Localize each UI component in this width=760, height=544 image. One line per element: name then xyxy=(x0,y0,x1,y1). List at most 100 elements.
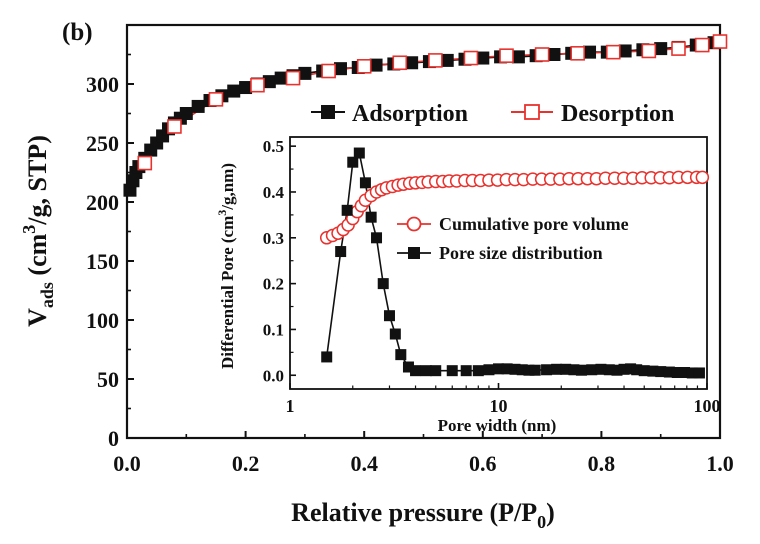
inset-y-tick-label: 0.3 xyxy=(263,229,284,248)
legend-marker-cumulative xyxy=(397,216,431,232)
adsorption-point xyxy=(476,51,490,65)
pore-size-point xyxy=(341,204,353,216)
inset-y-tick-label: 0.2 xyxy=(263,275,284,294)
legend-marker-desorption xyxy=(511,104,553,120)
main-y-tick-label: 300 xyxy=(86,72,119,97)
pore-size-point xyxy=(395,349,407,361)
pore-size-point xyxy=(693,367,705,379)
pore-size-point xyxy=(618,363,630,375)
desorption-point xyxy=(285,70,301,86)
inset-x-tick-label: 100 xyxy=(694,396,721,416)
pore-size-point xyxy=(541,364,553,376)
legend-marker-pore-size xyxy=(397,247,431,259)
pore-size-point xyxy=(516,364,528,376)
pore-size-point xyxy=(430,365,442,377)
inset-x-tick-label: 10 xyxy=(490,396,508,416)
pore-size-point xyxy=(523,364,535,376)
pore-size-point xyxy=(663,366,675,378)
pore-size-point xyxy=(655,366,667,378)
pore-size-point xyxy=(611,364,623,376)
pore-size-point xyxy=(603,364,615,376)
pore-size-point xyxy=(389,328,401,340)
main-x-tick-label: 0.6 xyxy=(469,451,497,476)
inset-y-tick-label: 0.0 xyxy=(263,366,284,385)
pore-size-point xyxy=(446,365,458,377)
desorption-point xyxy=(321,63,336,79)
main-y-tick-label: 150 xyxy=(86,249,119,274)
pore-size-point xyxy=(551,363,563,375)
pore-size-point xyxy=(560,363,572,375)
main-y-tick-label: 100 xyxy=(86,308,119,333)
pore-size-point xyxy=(472,365,484,377)
adsorption-point xyxy=(511,50,525,64)
pore-size-point xyxy=(347,156,359,168)
desorption-point xyxy=(250,77,265,93)
adsorption-point xyxy=(262,75,276,89)
main-y-axis-label: Vads (cm3/g, STP) xyxy=(19,135,57,327)
pore-size-point xyxy=(679,367,691,379)
inset-axis-ticks: 1 10 100 0.0 0.1 0.2 0.3 0.4 0.5 xyxy=(263,137,721,416)
pore-size-point xyxy=(671,367,683,379)
main-x-tick-label: 0.2 xyxy=(232,451,260,476)
adsorption-point xyxy=(333,62,347,76)
desorption-point xyxy=(137,155,153,171)
adsorption-point xyxy=(298,66,312,80)
adsorption-point xyxy=(654,42,668,56)
inset-plot-series xyxy=(319,147,710,379)
pore-size-point xyxy=(321,351,333,363)
main-x-tick-label: 0.0 xyxy=(113,451,141,476)
main-x-tick-label: 0.4 xyxy=(350,451,378,476)
pore-size-point xyxy=(509,363,521,375)
main-plot-series xyxy=(123,34,728,197)
desorption-point xyxy=(570,46,585,61)
desorption-point xyxy=(694,37,710,53)
inset-y-tick-label: 0.5 xyxy=(263,137,284,156)
pore-size-point xyxy=(365,211,377,223)
pore-size-point xyxy=(460,365,472,377)
panel-label: (b) xyxy=(62,19,93,46)
inset-y-axis-label: Differential Pore (cm3/g,nm) xyxy=(215,163,237,369)
main-axis-ticks: 0.0 0.2 0.4 0.6 0.8 1.0 0 50 100 150 200 250 300 xyxy=(86,53,734,476)
legend-label-cumulative-pore-volume: Cumulative pore volume xyxy=(439,214,629,234)
adsorption-point xyxy=(583,45,597,59)
pore-size-point xyxy=(335,246,347,258)
main-y-tick-label: 50 xyxy=(97,367,119,392)
pore-size-point xyxy=(371,232,383,244)
main-y-tick-label: 0 xyxy=(108,426,119,451)
pore-size-point xyxy=(493,363,504,375)
inset-legend: Cumulative pore volume Pore size distrib… xyxy=(397,214,629,263)
adsorption-point xyxy=(274,71,288,85)
desorption-point xyxy=(428,53,443,68)
desorption-point xyxy=(356,58,372,74)
desorption-point xyxy=(712,34,728,49)
pore-size-point xyxy=(402,361,414,373)
desorption-point xyxy=(392,55,408,71)
pore-size-point xyxy=(420,365,432,377)
legend-label-desorption: Desorption xyxy=(561,101,674,127)
main-y-tick-label: 250 xyxy=(86,131,119,156)
pore-size-point xyxy=(359,177,371,189)
legend-label-pore-size-distribution: Pore size distribution xyxy=(439,243,603,263)
pore-size-point xyxy=(647,365,659,377)
pore-size-point xyxy=(568,364,580,376)
desorption-point xyxy=(208,92,224,107)
pore-size-point xyxy=(501,363,513,375)
adsorption-point xyxy=(618,44,632,58)
desorption-point xyxy=(605,44,621,60)
adsorption-point xyxy=(191,99,205,113)
desorption-point xyxy=(671,41,686,56)
desorption-point xyxy=(534,47,550,62)
adsorption-point xyxy=(547,48,561,61)
pore-size-point xyxy=(586,364,598,376)
adsorption-point xyxy=(369,58,383,72)
cumulative-volume-point xyxy=(695,170,710,185)
pore-size-point xyxy=(529,364,541,376)
inset-y-tick-label: 0.1 xyxy=(263,320,284,339)
main-x-tick-label: 1.0 xyxy=(706,451,734,476)
main-x-tick-label: 0.8 xyxy=(588,451,616,476)
adsorption-point xyxy=(440,53,454,67)
main-y-tick-label: 200 xyxy=(86,190,119,215)
desorption-point xyxy=(641,43,657,59)
pore-size-point xyxy=(631,364,643,376)
